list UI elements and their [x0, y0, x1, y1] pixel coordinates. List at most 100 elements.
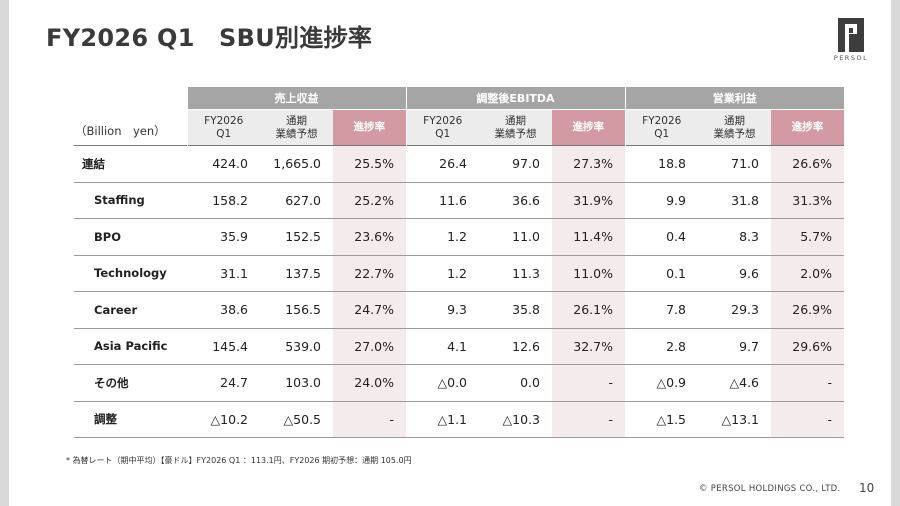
- sub-header-progress: 進捗率: [771, 109, 844, 146]
- progress-cell: 5.7%: [771, 218, 844, 256]
- sub-header-text: 通期: [286, 114, 307, 127]
- value-cell: △1.5: [625, 401, 698, 438]
- value-cell: △10.2: [187, 401, 260, 438]
- group-header-operating-profit: 営業利益: [624, 87, 844, 110]
- sub-header-text: 通期: [505, 114, 526, 127]
- value-cell: 0.0: [479, 364, 552, 402]
- value-cell: △4.6: [698, 364, 771, 402]
- table-row: 連結 424.0 1,665.0 25.5% 26.4 97.0 27.3% 18.8 71.0…: [74, 145, 844, 183]
- table-row: 調整 △10.2 △50.5- △1.1 △10.3- △1.5 △13.1-: [74, 401, 844, 438]
- page-number: 10: [859, 481, 875, 495]
- sub-header-text: 業績予想: [275, 127, 318, 140]
- progress-cell: 24.0%: [333, 364, 406, 402]
- persol-logo-icon: [838, 18, 864, 52]
- sub-header-forecast: 通期 業績予想: [479, 109, 552, 146]
- table-row: Career 38.6 156.5 24.7% 9.3 35.8 26.1% 7.8 29.3 2…: [74, 291, 844, 329]
- value-cell: 35.8: [479, 291, 552, 329]
- value-cell: 36.6: [479, 182, 552, 219]
- value-cell: 24.7: [187, 364, 260, 402]
- value-cell: 11.3: [479, 255, 552, 292]
- value-cell: 7.8: [625, 291, 698, 329]
- progress-cell: 31.9%: [552, 182, 625, 219]
- value-cell: 152.5: [260, 218, 333, 256]
- group-header-ebitda: 調整後EBITDA: [405, 87, 625, 110]
- progress-cell: 11.0%: [552, 255, 625, 292]
- sub-header-text: 業績予想: [494, 127, 537, 140]
- value-cell: 11.6: [406, 182, 479, 219]
- progress-cell: 29.6%: [771, 328, 844, 365]
- value-cell: 9.7: [698, 328, 771, 365]
- value-cell: 38.6: [187, 291, 260, 329]
- value-cell: 4.1: [406, 328, 479, 365]
- sub-header-text: FY2026: [642, 114, 682, 127]
- value-cell: 1,665.0: [260, 145, 333, 183]
- value-cell: 156.5: [260, 291, 333, 329]
- progress-cell: 26.9%: [771, 291, 844, 329]
- value-cell: 158.2: [187, 182, 260, 219]
- sub-header-text: Q1: [216, 127, 232, 140]
- value-cell: 424.0: [187, 145, 260, 183]
- value-cell: △0.0: [406, 364, 479, 402]
- value-cell: 145.4: [187, 328, 260, 365]
- sub-header-text: 進捗率: [353, 121, 386, 133]
- value-cell: 9.9: [625, 182, 698, 219]
- progress-cell: 25.5%: [333, 145, 406, 183]
- progress-cell: -: [333, 401, 406, 438]
- value-cell: 31.8: [698, 182, 771, 219]
- progress-table: 売上収益 調整後EBITDA 営業利益 FY2026 Q1 通期 業績予想 進捗率 FY2…: [74, 87, 844, 438]
- row-label: Career: [74, 291, 187, 329]
- value-cell: △10.3: [479, 401, 552, 438]
- row-label: 連結: [74, 145, 187, 183]
- progress-cell: 2.0%: [771, 255, 844, 292]
- table-row: Asia Pacific 145.4 539.0 27.0% 4.1 12.6 32.7% 2…: [74, 328, 844, 365]
- sub-header-spacer: [74, 110, 187, 146]
- sub-header-q1: FY2026 Q1: [405, 109, 479, 146]
- table-row: Staffing 158.2 627.0 25.2% 11.6 36.6 31.9% 9.9 3…: [74, 182, 844, 219]
- value-cell: △1.1: [406, 401, 479, 438]
- progress-cell: 23.6%: [333, 218, 406, 256]
- value-cell: 0.4: [625, 218, 698, 256]
- progress-cell: 26.6%: [771, 145, 844, 183]
- progress-cell: 11.4%: [552, 218, 625, 256]
- progress-cell: 24.7%: [333, 291, 406, 329]
- progress-cell: 31.3%: [771, 182, 844, 219]
- value-cell: △50.5: [260, 401, 333, 438]
- sub-header-text: 業績予想: [713, 127, 756, 140]
- progress-cell: 27.0%: [333, 328, 406, 365]
- sub-header-text: 通期: [724, 114, 745, 127]
- value-cell: 18.8: [625, 145, 698, 183]
- value-cell: 31.1: [187, 255, 260, 292]
- progress-cell: 26.1%: [552, 291, 625, 329]
- group-header-row: 売上収益 調整後EBITDA 営業利益: [74, 87, 844, 110]
- row-label: 調整: [74, 401, 187, 438]
- sub-header-progress: 進捗率: [333, 109, 406, 146]
- value-cell: 35.9: [187, 218, 260, 256]
- progress-cell: 22.7%: [333, 255, 406, 292]
- slide: FY2026 Q1 SBU別進捗率 PERSOL （Billion yen） 売…: [9, 0, 891, 506]
- footnote: * 為替レート（期中平均）【豪ドル】FY2026 Q1 ：113.1円、FY20…: [66, 456, 412, 465]
- sub-header-progress: 進捗率: [552, 109, 625, 146]
- copyright: © PERSOL HOLDINGS CO., LTD.: [699, 484, 841, 494]
- sub-header-text: 進捗率: [572, 121, 605, 133]
- value-cell: 97.0: [479, 145, 552, 183]
- sub-header-forecast: 通期 業績予想: [698, 109, 771, 146]
- value-cell: 12.6: [479, 328, 552, 365]
- persol-logo: PERSOL: [831, 18, 871, 62]
- row-label: BPO: [74, 218, 187, 256]
- value-cell: △13.1: [698, 401, 771, 438]
- progress-cell: -: [552, 401, 625, 438]
- logo-text: PERSOL: [833, 54, 869, 62]
- value-cell: △0.9: [625, 364, 698, 402]
- table-row: BPO 35.9 152.5 23.6% 1.2 11.0 11.4% 0.4 8.3 5.7%: [74, 218, 844, 256]
- progress-cell: -: [552, 364, 625, 402]
- sub-header-forecast: 通期 業績予想: [260, 109, 333, 146]
- row-label: その他: [74, 364, 187, 402]
- progress-cell: -: [771, 364, 844, 402]
- sub-header-text: FY2026: [204, 114, 244, 127]
- progress-cell: -: [771, 401, 844, 438]
- progress-cell: 32.7%: [552, 328, 625, 365]
- unit-label: （Billion yen）: [75, 124, 166, 138]
- sub-header-text: Q1: [435, 127, 451, 140]
- value-cell: 71.0: [698, 145, 771, 183]
- group-header-revenue: 売上収益: [186, 87, 406, 110]
